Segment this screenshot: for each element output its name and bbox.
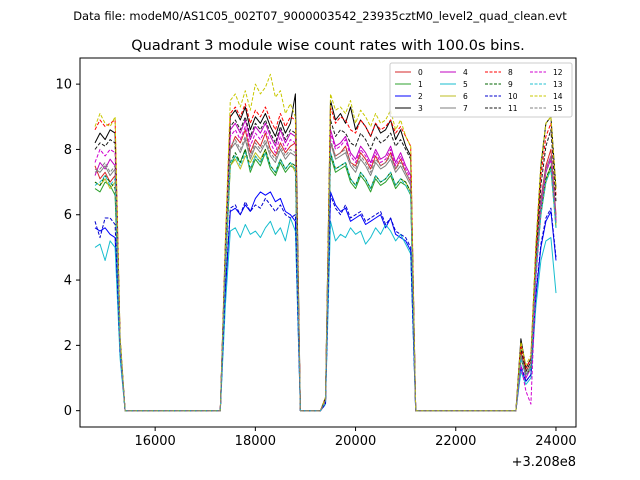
legend-label-4: 4 <box>463 68 468 77</box>
x-offset-label: +3.208e8 <box>512 455 576 470</box>
chart-title: Quadrant 3 module wise count rates with … <box>131 38 525 54</box>
plot-frame <box>79 57 577 428</box>
legend-label-10: 10 <box>508 92 518 101</box>
legend-label-2: 2 <box>418 92 423 101</box>
legend-label-0: 0 <box>418 68 423 77</box>
legend-box <box>389 62 573 118</box>
series-line-15 <box>94 135 557 412</box>
y-tick-label: 10 <box>55 78 72 93</box>
series-layer <box>94 73 557 412</box>
y-axis: 0 2 4 6 8 10 <box>55 78 80 419</box>
legend-label-9: 9 <box>508 80 513 89</box>
x-tick-label: 18000 <box>235 434 276 449</box>
legend-label-6: 6 <box>463 92 468 101</box>
legend-label-12: 12 <box>553 68 563 77</box>
legend-label-11: 11 <box>508 104 518 113</box>
x-axis: 16000 18000 20000 22000 24000 <box>134 427 577 449</box>
legend-label-5: 5 <box>463 80 468 89</box>
x-tick-label: 22000 <box>435 434 476 449</box>
legend-label-8: 8 <box>508 68 513 77</box>
x-tick-label: 20000 <box>335 434 376 449</box>
y-tick-label: 0 <box>64 404 72 419</box>
y-tick-label: 6 <box>64 208 72 223</box>
legend-label-3: 3 <box>418 104 423 113</box>
x-tick-label: 24000 <box>535 434 576 449</box>
y-tick-label: 8 <box>64 143 72 158</box>
figure-suptitle: Data file: modeM0/AS1C05_002T07_90000035… <box>73 9 567 23</box>
legend-label-7: 7 <box>463 104 468 113</box>
legend-label-1: 1 <box>418 80 423 89</box>
legend-label-14: 14 <box>553 92 563 101</box>
y-tick-label: 4 <box>64 274 72 289</box>
legend-label-13: 13 <box>553 80 563 89</box>
x-tick-label: 16000 <box>134 434 175 449</box>
legend-label-15: 15 <box>553 104 563 113</box>
y-tick-label: 2 <box>64 339 72 354</box>
